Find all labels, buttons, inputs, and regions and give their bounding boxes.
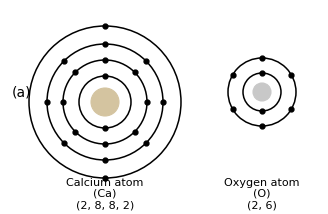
Text: (O): (O) [253,189,271,199]
Text: (Ca): (Ca) [93,189,117,199]
Text: (2, 8, 8, 2): (2, 8, 8, 2) [76,201,134,211]
Text: Calcium atom: Calcium atom [66,178,144,188]
Text: (a): (a) [12,85,31,99]
Text: (2, 6): (2, 6) [247,201,277,211]
Text: Oxygen atom: Oxygen atom [224,178,300,188]
Circle shape [91,88,119,116]
Circle shape [253,83,271,101]
